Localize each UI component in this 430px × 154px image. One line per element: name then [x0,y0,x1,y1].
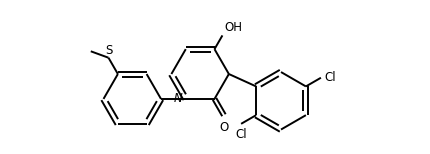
Text: OH: OH [224,21,243,34]
Text: Cl: Cl [324,71,335,84]
Text: S: S [105,44,113,57]
Text: N: N [174,92,182,105]
Text: O: O [219,121,228,134]
Text: Cl: Cl [235,128,247,141]
